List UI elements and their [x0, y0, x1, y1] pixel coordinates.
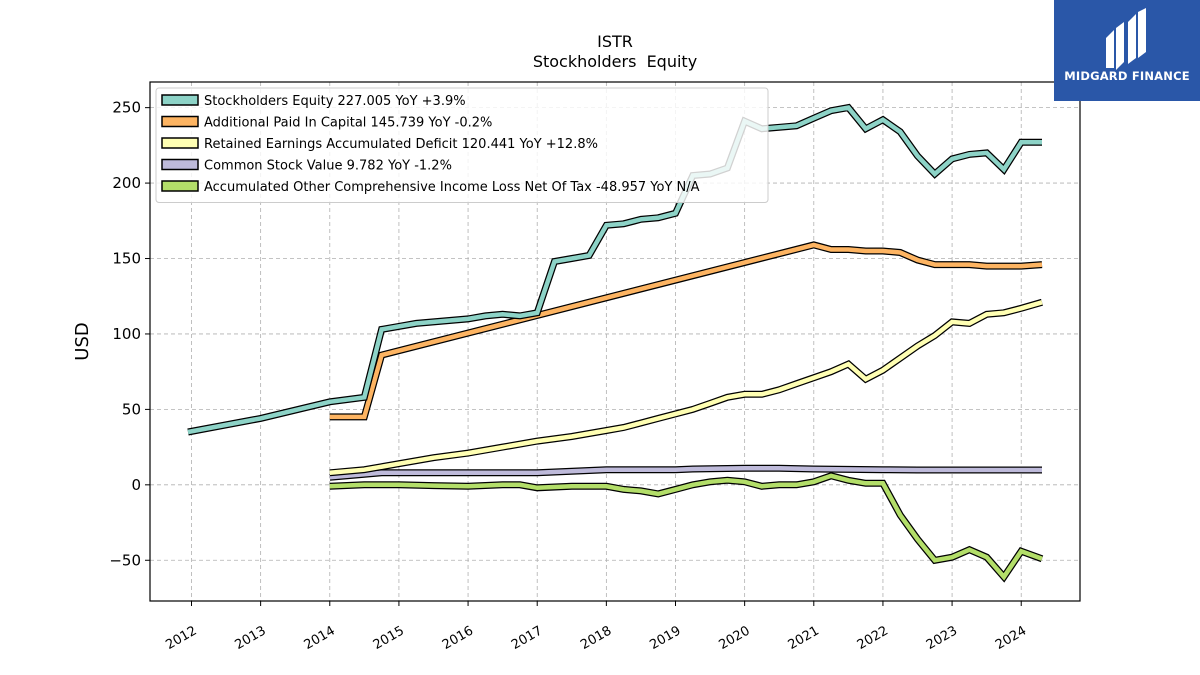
- y-axis-label: USD: [72, 322, 93, 360]
- legend-label: Stockholders Equity 227.005 YoY +3.9%: [204, 94, 466, 109]
- series-line-fill: [329, 300, 1043, 476]
- x-tick-label: 2014: [302, 623, 338, 653]
- legend-box: [155, 87, 769, 203]
- x-tick-label: 2024: [993, 623, 1029, 653]
- series-line-fill: [187, 105, 1042, 435]
- logo-text: MIDGARD FINANCE: [1064, 69, 1190, 83]
- legend-label: Retained Earnings Accumulated Deficit 12…: [204, 137, 598, 152]
- series-line: [329, 472, 1044, 583]
- series-line-fill: [329, 242, 1043, 420]
- y-tick-label: −50: [109, 551, 141, 569]
- x-tick-label: 2015: [371, 623, 407, 653]
- x-tick-label: 2020: [716, 623, 752, 653]
- series-line: [329, 241, 1043, 421]
- legend-swatch: [161, 137, 199, 149]
- y-tick-label: 0: [131, 476, 141, 494]
- chart-subtitle: Stockholders Equity: [533, 52, 697, 71]
- series-line: [329, 464, 1042, 481]
- x-tick-label: 2017: [509, 623, 545, 653]
- legend-label: Accumulated Other Comprehensive Income L…: [204, 180, 700, 195]
- series-line-fill: [329, 473, 1043, 581]
- brand-logo: MIDGARD FINANCE: [1054, 0, 1200, 101]
- legend-swatch: [161, 115, 199, 128]
- chart-title: ISTR: [597, 32, 633, 51]
- legend-label: Additional Paid In Capital 145.739 YoY -…: [204, 116, 492, 131]
- x-tick-label: 2023: [924, 623, 960, 653]
- x-tick-label: 2013: [232, 623, 268, 653]
- legend-swatch: [161, 94, 199, 106]
- series-line-outline: [329, 298, 1043, 477]
- x-tick-label: 2021: [786, 623, 822, 653]
- legend-swatch: [161, 180, 199, 192]
- series-line-fill: [329, 465, 1042, 480]
- legend-swatch: [161, 158, 199, 171]
- x-tick-label: 2018: [578, 623, 614, 653]
- x-tick-label: 2012: [163, 623, 199, 653]
- y-tick-label: 250: [112, 99, 141, 117]
- x-tick-label: 2022: [855, 623, 891, 653]
- y-tick-label: 50: [122, 400, 141, 418]
- x-tick-label: 2019: [647, 623, 683, 653]
- series-line: [187, 103, 1042, 436]
- y-tick-label: 200: [112, 174, 141, 192]
- legend: Stockholders Equity 227.005 YoY +3.9% Add…: [155, 87, 769, 203]
- series-line: [329, 298, 1043, 477]
- plot-frame: [149, 81, 1081, 602]
- logo-mark-icon: [1106, 8, 1146, 70]
- x-tick-label: 2016: [440, 623, 476, 653]
- legend-label: Common Stock Value 9.782 YoY -1.2%: [204, 159, 452, 174]
- y-tick-label: 150: [112, 250, 141, 268]
- y-tick-label: 100: [112, 325, 141, 343]
- series-group: [187, 103, 1044, 583]
